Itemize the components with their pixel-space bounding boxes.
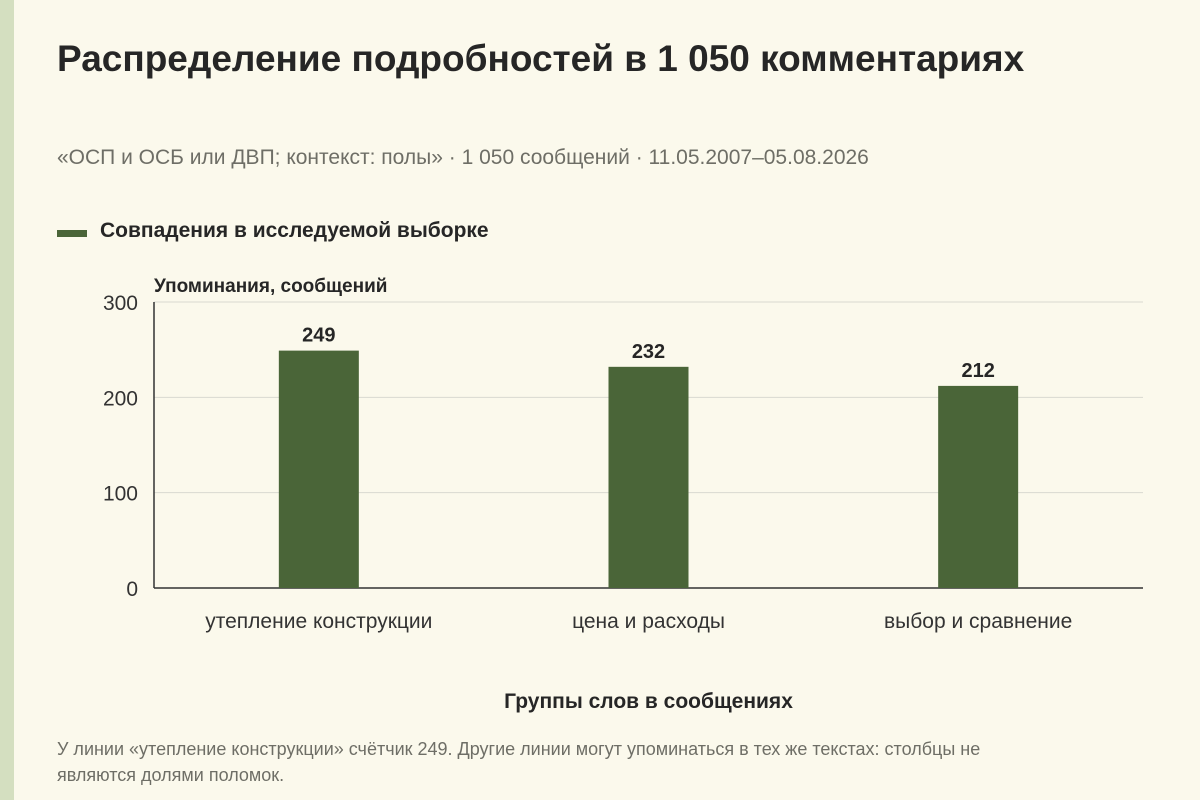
chart-subtitle: «ОСП и ОСБ или ДВП; контекст: полы» · 1 … xyxy=(57,146,869,169)
legend-label: Совпадения в исследуемой выборке xyxy=(100,219,489,242)
chart-title: Распределение подробностей в 1 050 комме… xyxy=(57,38,1025,79)
y-axis-title: Упоминания, сообщений xyxy=(154,276,387,297)
footnote: У линии «утепление конструкции» счётчик … xyxy=(57,739,981,785)
data-label: 232 xyxy=(632,341,665,363)
x-axis-title: Группы слов в сообщениях xyxy=(504,690,793,713)
data-label: 212 xyxy=(961,360,994,382)
x-tick-label: утепление конструкции xyxy=(205,610,432,633)
x-tick-label: выбор и сравнение xyxy=(884,610,1072,633)
left-accent-bar xyxy=(0,0,14,800)
y-tick-label: 300 xyxy=(103,292,138,315)
x-tick-label: цена и расходы xyxy=(572,610,725,633)
bar xyxy=(608,366,689,588)
legend: Совпадения в исследуемой выборке xyxy=(57,219,489,243)
data-label: 249 xyxy=(302,325,335,347)
y-tick-label: 0 xyxy=(126,578,138,601)
bar xyxy=(278,350,359,588)
y-tick-label: 100 xyxy=(103,483,138,506)
legend-swatch xyxy=(57,229,87,237)
bar xyxy=(938,385,1019,588)
y-tick-label: 200 xyxy=(103,387,138,410)
